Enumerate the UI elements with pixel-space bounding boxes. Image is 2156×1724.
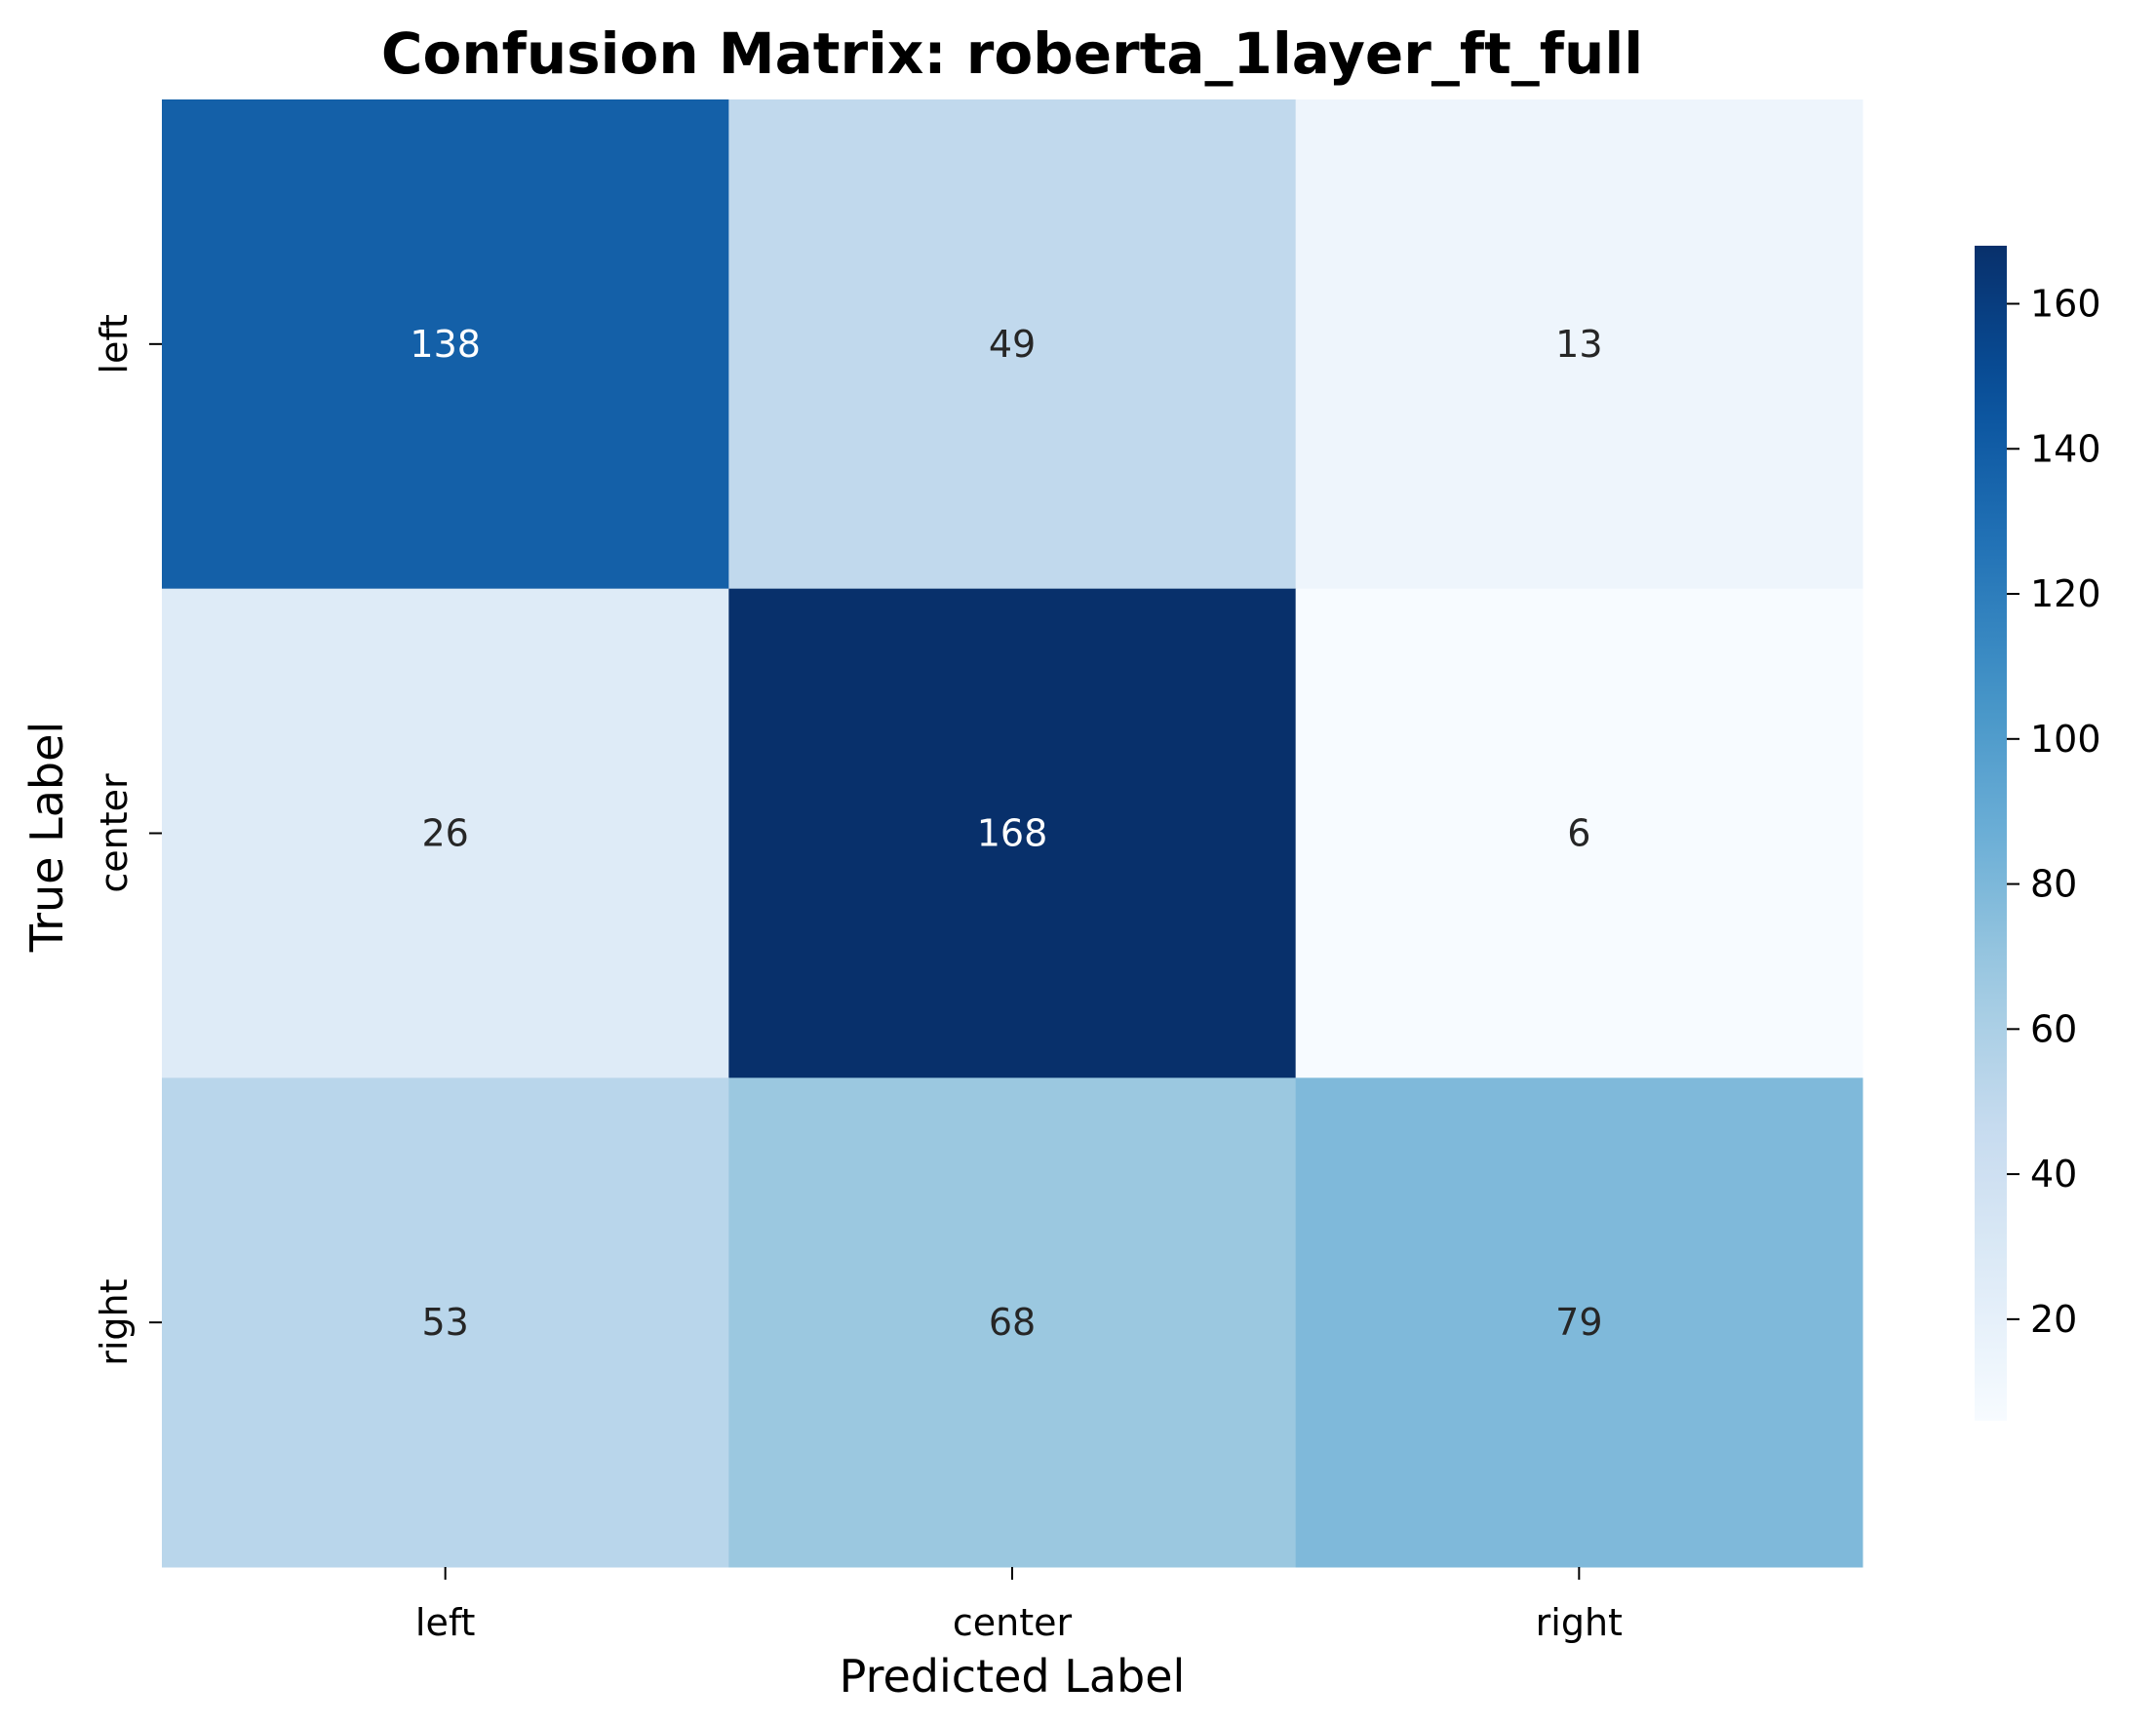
cell-value-label: 13 — [1555, 323, 1602, 366]
y-axis-ticks: left center right — [93, 314, 162, 1366]
colorbar-gradient — [1975, 246, 2007, 1421]
cell-value-label: 26 — [421, 812, 468, 855]
y-tick-label: left — [93, 314, 136, 374]
colorbar-tick-label: 120 — [2030, 572, 2101, 615]
heatmap-cell — [1295, 588, 1863, 1078]
chart-title: Confusion Matrix: roberta_1layer_ft_full — [381, 20, 1643, 87]
y-axis-label: True Label — [20, 722, 73, 953]
colorbar-tick-label: 80 — [2030, 863, 2077, 906]
x-tick-label: right — [1536, 1601, 1623, 1644]
heatmap-cell — [162, 588, 729, 1078]
colorbar-tick-label: 100 — [2030, 718, 2101, 761]
x-axis-label: Predicted Label — [840, 1650, 1186, 1703]
heatmap-cell — [162, 1078, 729, 1568]
cell-value-label: 68 — [989, 1301, 1036, 1344]
colorbar-tick-label: 20 — [2030, 1298, 2077, 1341]
y-tick-label: center — [93, 773, 136, 893]
cell-value-label: 79 — [1555, 1301, 1602, 1344]
cell-value-label: 6 — [1567, 812, 1590, 855]
cell-value-label: 168 — [977, 812, 1048, 855]
heatmap-cell — [728, 588, 1297, 1078]
heatmap-cell — [728, 1078, 1297, 1568]
heatmap-cell — [162, 99, 729, 590]
cell-value-label: 49 — [989, 323, 1036, 366]
heatmap-cell — [1295, 99, 1863, 590]
colorbar-tick-label: 40 — [2030, 1153, 2077, 1195]
x-axis-ticks: left center right — [415, 1567, 1623, 1644]
heatmap-cell — [728, 99, 1297, 590]
cell-value-label: 138 — [410, 323, 481, 366]
x-tick-label: center — [953, 1601, 1073, 1644]
colorbar-tick-label: 60 — [2030, 1007, 2077, 1050]
heatmap-cells: 138 49 13 26 168 6 53 68 79 — [162, 99, 1863, 1568]
x-tick-label: left — [415, 1601, 476, 1644]
cell-value-label: 53 — [421, 1301, 468, 1344]
colorbar-tick-label: 160 — [2030, 283, 2101, 326]
heatmap-cell — [1295, 1078, 1863, 1568]
y-tick-label: right — [93, 1279, 136, 1366]
colorbar: 20 40 60 80 100 120 140 160 — [1975, 246, 2101, 1421]
colorbar-tick-label: 140 — [2030, 427, 2101, 470]
